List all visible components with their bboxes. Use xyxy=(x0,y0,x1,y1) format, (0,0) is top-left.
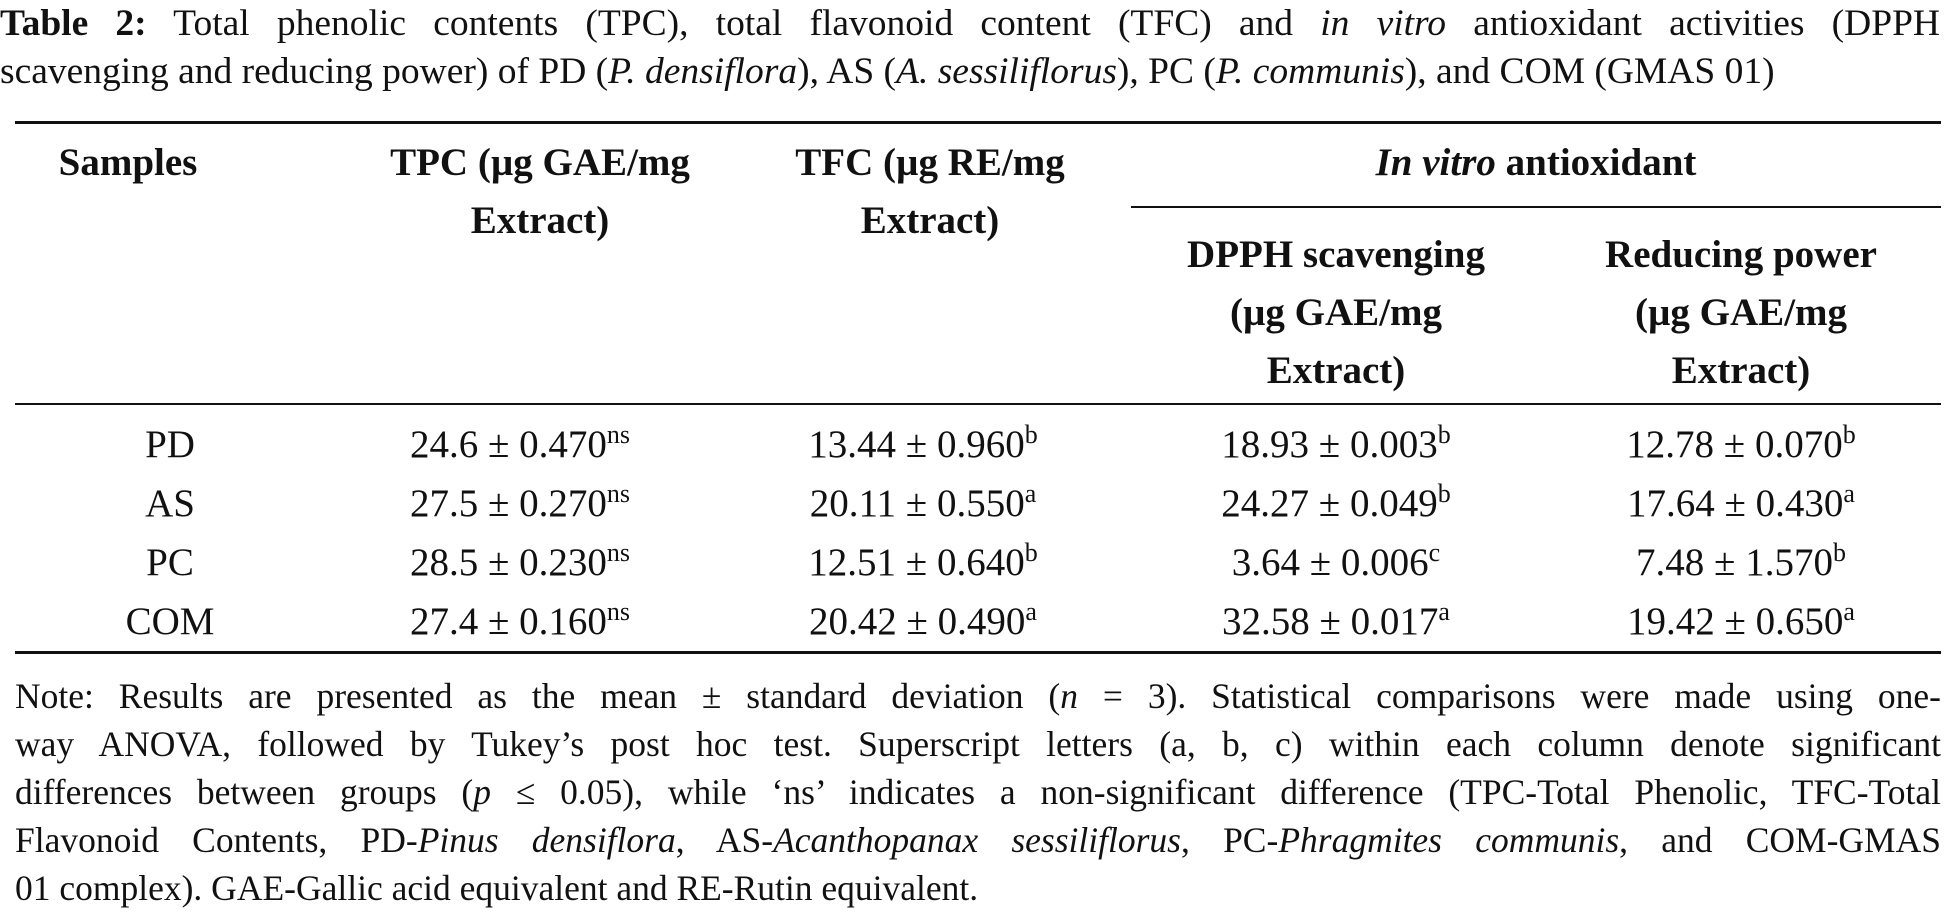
cell-tfc: 20.11 ± 0.550a xyxy=(809,479,1037,526)
table-row: PD 24.6 ± 0.470ns 13.44 ± 0.960b 18.93 ±… xyxy=(15,415,1941,474)
cell-tpc: 28.5 ± 0.230ns xyxy=(409,538,631,585)
cell-tpc: 27.5 ± 0.270ns xyxy=(409,479,631,526)
cell-tfc: 13.44 ± 0.960b xyxy=(808,420,1038,467)
caption-line-1: Table 2: Total phenolic contents (TPC), … xyxy=(0,3,1941,44)
cell-dpph: 24.27 ± 0.049b xyxy=(1221,479,1451,526)
note-line-5: 01 complex). GAE-Gallic acid equivalent … xyxy=(15,868,979,908)
header-tfc: TFC (µg RE/mg Extract) xyxy=(795,141,1065,242)
cell-tpc: 24.6 ± 0.470ns xyxy=(409,420,631,467)
table-row: COM 27.4 ± 0.160ns 20.42 ± 0.490a 32.58 … xyxy=(15,592,1941,651)
bottom-rule xyxy=(15,651,1941,654)
data-table: PD 24.6 ± 0.470ns 13.44 ± 0.960b 18.93 ±… xyxy=(15,415,1941,651)
cell-dpph: 3.64 ± 0.006c xyxy=(1231,538,1441,585)
cell-sample: COM xyxy=(125,600,215,643)
cell-reducing-power: 12.78 ± 0.070b xyxy=(1626,420,1856,467)
cell-sample: PD xyxy=(145,423,195,466)
note-line-3: differences between groups (p ≤ 0.05), w… xyxy=(15,772,1942,812)
caption-line-2: scavenging and reducing power) of PD (P.… xyxy=(0,51,1775,92)
note-line-4: Flavonoid Contents, PD-Pinus densiflora,… xyxy=(15,820,1941,860)
header-in-vitro-antioxidant: In vitro antioxidant xyxy=(1375,141,1697,184)
header-bottom-rule xyxy=(15,403,1941,405)
table-note: Note: Results are presented as the mean … xyxy=(15,672,1941,912)
cell-tfc: 12.51 ± 0.640b xyxy=(808,538,1038,585)
cell-tpc: 27.4 ± 0.160ns xyxy=(409,597,631,644)
cell-reducing-power: 7.48 ± 1.570b xyxy=(1636,538,1846,585)
caption-label: Table 2: xyxy=(0,3,147,44)
cell-tfc: 20.42 ± 0.490a xyxy=(809,597,1037,644)
header-reducing-power: Reducing power (µg GAE/mg Extract) xyxy=(1605,233,1877,392)
table-caption: Table 2: Total phenolic contents (TPC), … xyxy=(0,0,1940,96)
cell-dpph: 32.58 ± 0.017a xyxy=(1222,597,1450,644)
header-samples: Samples xyxy=(58,141,198,184)
top-rule xyxy=(15,121,1941,124)
group-header-rule xyxy=(1131,206,1941,208)
header-tpc: TPC (µg GAE/mg Extract) xyxy=(390,141,690,242)
cell-dpph: 18.93 ± 0.003b xyxy=(1221,420,1451,467)
note-line-1: Note: Results are presented as the mean … xyxy=(15,676,1941,716)
cell-sample: PC xyxy=(146,541,194,584)
header-dpph: DPPH scavenging (µg GAE/mg Extract) xyxy=(1187,233,1485,392)
cell-reducing-power: 17.64 ± 0.430a xyxy=(1627,479,1855,526)
cell-reducing-power: 19.42 ± 0.650a xyxy=(1627,597,1855,644)
table-row: AS 27.5 ± 0.270ns 20.11 ± 0.550a 24.27 ±… xyxy=(15,474,1941,533)
note-line-2: way ANOVA, followed by Tukey’s post hoc … xyxy=(15,724,1941,764)
cell-sample: AS xyxy=(145,482,195,525)
table-row: PC 28.5 ± 0.230ns 12.51 ± 0.640b 3.64 ± … xyxy=(15,533,1941,592)
